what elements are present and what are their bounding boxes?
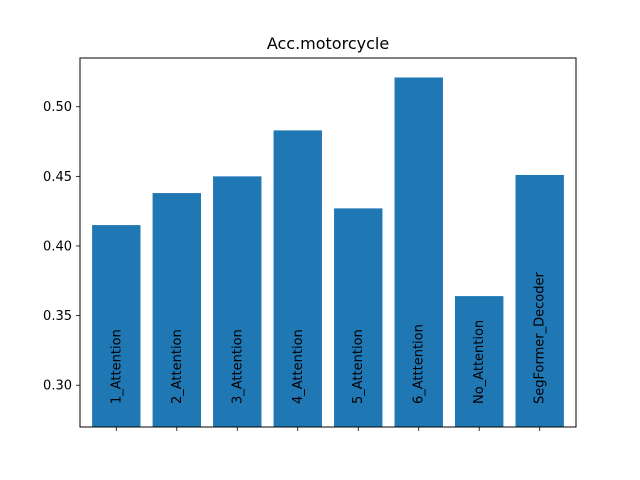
bar-3-attention [213,176,262,427]
category-label: 4_Attention [291,329,306,404]
plot-frame [79,57,577,428]
bar-2-attention [152,193,201,427]
category-label: No_Attention [472,320,487,404]
bars-layer [92,77,564,428]
bar-4-attention [273,130,322,428]
category-label: 2_Attention [170,329,185,404]
bar-5-attention [334,208,383,427]
y-tick-label: 0.50 [43,100,72,115]
category-label: 6_Atttention [412,324,427,404]
category-label: SegFormer_Decoder [533,272,548,404]
bar-no-attention [455,296,504,427]
y-tick-label: 0.45 [43,170,72,185]
y-tick-label: 0.30 [43,379,72,394]
bar-segformer-decoder [515,174,564,427]
bar-labels-layer: 1_Attention 2_Attention 3_Attention 4_Atten… [109,272,547,404]
bar-6-atttention [394,77,443,428]
y-tick-label: 0.40 [43,239,72,254]
category-label: 1_Attention [109,329,124,404]
bar-1-attention [92,225,141,427]
y-tick-label: 0.35 [43,309,72,324]
y-axis: 0.30 0.35 0.40 0.45 0.50 [43,100,80,394]
x-axis [115,427,541,431]
chart-title: Acc.motorcycle [267,34,389,53]
category-label: 5_Attention [351,329,366,404]
category-label: 3_Attention [230,329,245,404]
